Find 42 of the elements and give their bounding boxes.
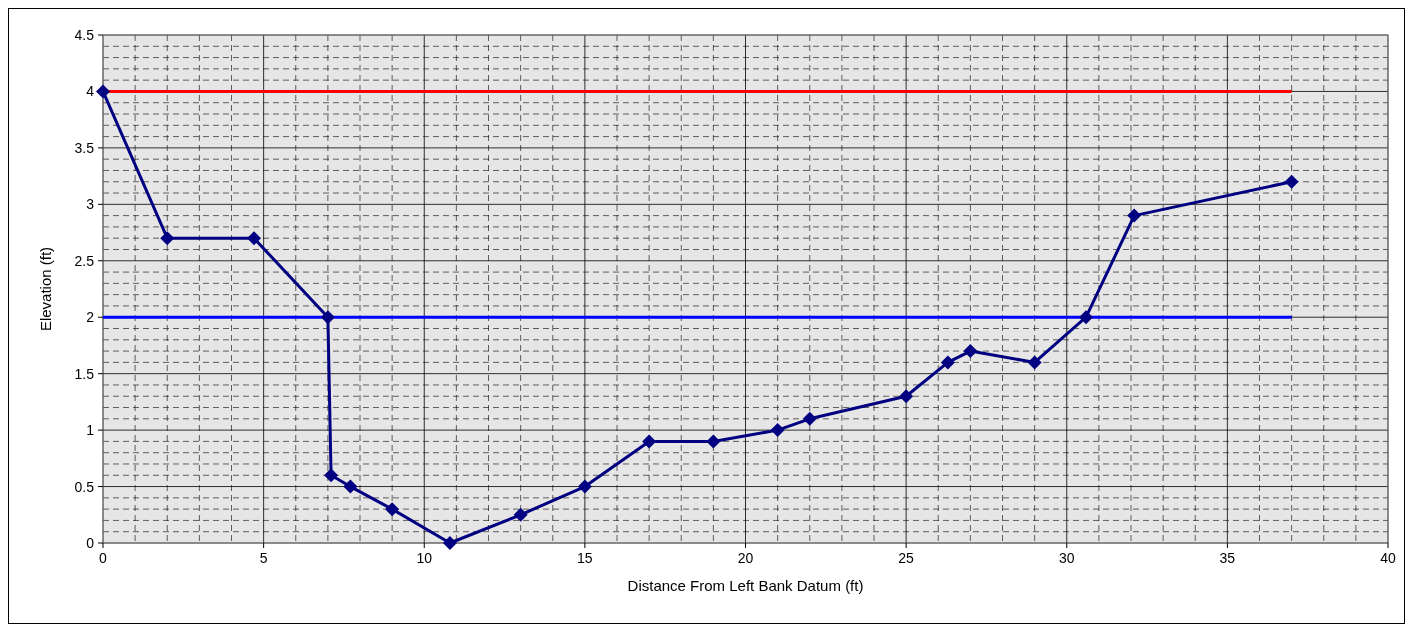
point bbox=[706, 434, 721, 449]
y-tick-label: 2.5 bbox=[74, 252, 95, 269]
point bbox=[513, 507, 528, 522]
y-tick-label: 1.5 bbox=[74, 365, 95, 382]
x-tick-label: 15 bbox=[577, 550, 593, 566]
x-tick-label: 35 bbox=[1219, 550, 1236, 566]
point bbox=[343, 479, 358, 494]
x-tick-label: 25 bbox=[898, 550, 915, 566]
point bbox=[442, 536, 457, 550]
point bbox=[1079, 310, 1094, 325]
y-tick-label: 0.5 bbox=[74, 478, 95, 495]
point bbox=[96, 84, 110, 99]
point bbox=[246, 231, 261, 246]
x-axis-title: Distance From Left Bank Datum (ft) bbox=[627, 577, 864, 594]
y-tick-label: 3 bbox=[86, 196, 95, 213]
x-tick-label: 0 bbox=[99, 550, 108, 566]
point bbox=[385, 502, 400, 517]
point bbox=[1027, 355, 1042, 370]
x-tick-label: 10 bbox=[416, 550, 433, 566]
x-tick-label: 40 bbox=[1380, 550, 1396, 566]
point bbox=[1127, 208, 1142, 223]
point bbox=[324, 468, 339, 483]
y-tick-label: 4 bbox=[86, 83, 95, 100]
point bbox=[320, 310, 335, 325]
point bbox=[899, 389, 914, 404]
point bbox=[642, 434, 657, 449]
point bbox=[802, 411, 817, 426]
point bbox=[770, 423, 785, 438]
point bbox=[577, 479, 592, 494]
x-tick-label: 5 bbox=[259, 550, 268, 566]
point bbox=[963, 344, 978, 359]
y-tick-label: 3.5 bbox=[74, 139, 95, 156]
point bbox=[160, 231, 175, 246]
y-tick-label: 0 bbox=[86, 535, 95, 551]
point bbox=[1284, 174, 1299, 189]
y-tick-label: 4.5 bbox=[74, 27, 95, 43]
x-tick-label: 20 bbox=[737, 550, 754, 566]
y-tick-label: 1 bbox=[86, 422, 95, 439]
x-tick-label: 30 bbox=[1058, 550, 1075, 566]
y-axis-title: Elevation (ft) bbox=[37, 246, 54, 332]
y-tick-label: 2 bbox=[86, 309, 95, 326]
point bbox=[940, 355, 955, 370]
